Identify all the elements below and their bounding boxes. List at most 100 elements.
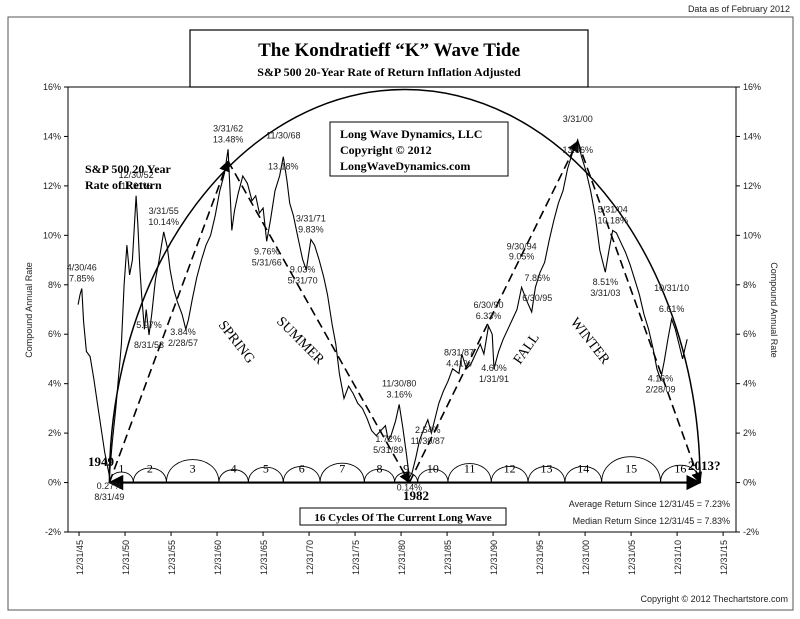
cycle-hump	[660, 464, 701, 483]
data-label: 11/30/80	[382, 378, 416, 388]
cycle-hump	[564, 466, 603, 483]
wave-arc	[108, 88, 701, 483]
data-label: 10/31/10	[654, 283, 689, 293]
y-tick-label-right: 16%	[743, 82, 761, 92]
y-tick-label-left: 4%	[48, 379, 61, 389]
data-label: 13.48%	[213, 134, 244, 144]
data-label: 5/31/70	[288, 275, 318, 285]
cycle-hump	[218, 469, 249, 483]
cycle-number: 11	[464, 462, 476, 476]
data-label: 13.18%	[268, 162, 299, 172]
cycle-number: 5	[263, 462, 269, 476]
data-label: 3/31/62	[213, 123, 243, 133]
data-label: 6.33%	[476, 311, 502, 321]
data-label: 8/31/49	[94, 492, 124, 502]
data-label: 5/31/04	[598, 204, 628, 214]
x-tick-label: 12/31/95	[535, 540, 545, 575]
x-ticks: 12/31/45 12/31/50 12/31/55 12/31/60 12/31/65…	[75, 532, 729, 575]
cycle-number: 16	[674, 462, 686, 476]
annotations: 1 2 3 4 5 6 7 8 9 10 11 12 13 14 15 16	[107, 88, 702, 491]
cycle-number: 14	[577, 462, 589, 476]
cycle-number: 15	[625, 462, 637, 476]
data-label: 6/30/90	[473, 300, 503, 310]
cycle-number: 2	[147, 462, 153, 476]
data-label: 2/28/57	[168, 338, 198, 348]
data-label: 2/28/09	[646, 385, 676, 395]
cycles-label: 16 Cycles Of The Current Long Wave	[314, 512, 491, 524]
data-label: 2.54%	[415, 425, 441, 435]
data-label: 3/31/55	[149, 206, 179, 216]
x-tick-label: 12/31/60	[213, 540, 223, 575]
data-label: 9.03%	[290, 264, 316, 274]
data-label: 8/31/53	[134, 340, 164, 350]
x-tick-label: 12/31/15	[719, 540, 729, 575]
year-label-start: 1949	[88, 454, 115, 469]
cycle-hump	[132, 467, 167, 483]
data-label: 5/31/89	[373, 445, 403, 455]
x-tick-label: 12/31/70	[305, 540, 315, 575]
data-label: 7.86%	[524, 273, 550, 283]
data-label: 3/31/03	[590, 288, 620, 298]
data-label: 9.76%	[254, 246, 280, 256]
data-label: 11/30/68	[266, 131, 300, 141]
trend-line	[576, 141, 702, 484]
data-label: 5/31/66	[252, 257, 282, 267]
cycle-number: 6	[299, 462, 305, 476]
data-label: 3/31/00	[563, 114, 593, 124]
y-axis-label-left: Compound Annual Rate	[24, 262, 34, 358]
chart-title: The Kondratieff “K” Wave Tide	[258, 40, 520, 61]
data-label: 7.85%	[69, 273, 95, 283]
cycle-hump	[447, 463, 492, 483]
copyright-line1: Long Wave Dynamics, LLC	[340, 127, 482, 141]
cycle-hump	[319, 462, 365, 483]
cycle-hump	[490, 466, 529, 483]
y-tick-label-left: 12%	[43, 181, 61, 191]
year-label-end: 2013?	[688, 458, 721, 473]
cycle-hump	[417, 468, 449, 483]
y-tick-label-left: 10%	[43, 230, 61, 240]
cycle-hump	[247, 466, 284, 483]
y-tick-label-right: 10%	[743, 230, 761, 240]
cycle-hump	[166, 459, 220, 483]
x-tick-label: 12/31/50	[121, 540, 131, 575]
data-label: 1.72%	[375, 434, 401, 444]
cycle-number: 1	[118, 462, 124, 476]
stat-average: Average Return Since 12/31/45 = 7.23%	[569, 499, 730, 509]
y-tick-label-left: 0%	[48, 478, 61, 488]
data-label: 11.61%	[121, 181, 151, 191]
cycle-number: 4	[231, 462, 237, 476]
cycle-hump	[363, 468, 396, 483]
title-box	[189, 29, 589, 88]
cycle-hump	[108, 471, 134, 483]
data-label: 13.86%	[562, 145, 593, 155]
data-label: 0.27%	[97, 481, 123, 491]
data-label: 3.16%	[386, 389, 412, 399]
copyright-line3: LongWaveDynamics.com	[340, 159, 470, 173]
y-tick-label-right: 14%	[743, 131, 761, 141]
copyright-line2: Copyright © 2012	[340, 143, 432, 157]
y-tick-label-right: 6%	[743, 329, 756, 339]
x-tick-label: 12/31/55	[167, 540, 177, 575]
data-label: 10.14%	[148, 217, 179, 227]
trend-line	[227, 160, 411, 484]
copyright-box	[329, 121, 509, 177]
y-tick-label-left: 8%	[48, 280, 61, 290]
y-tick-label-right: 8%	[743, 280, 756, 290]
cycle-number: 9	[403, 462, 409, 476]
y-tick-label-right: -2%	[743, 527, 759, 537]
cycle-hump	[394, 472, 419, 483]
data-label: 4.60%	[481, 363, 507, 373]
cycle-hump	[601, 456, 662, 483]
y-tick-label-left: -2%	[45, 527, 61, 537]
stat-median: Median Return Since 12/31/45 = 7.83%	[573, 516, 730, 526]
cycle-hump	[282, 466, 321, 483]
y-tick-label-left: 2%	[48, 428, 61, 438]
y-tick-label-left: 14%	[43, 131, 61, 141]
data-label: 6/30/95	[522, 293, 552, 303]
data-label: 5.97%	[136, 320, 162, 330]
cycles-box	[299, 507, 507, 526]
data-label: 3/31/71	[296, 214, 326, 224]
y-ticks: -2% -2%0% 0%2% 2%4% 4%6% 6%8% 8%10% 10%12% 12%14…	[43, 82, 761, 537]
